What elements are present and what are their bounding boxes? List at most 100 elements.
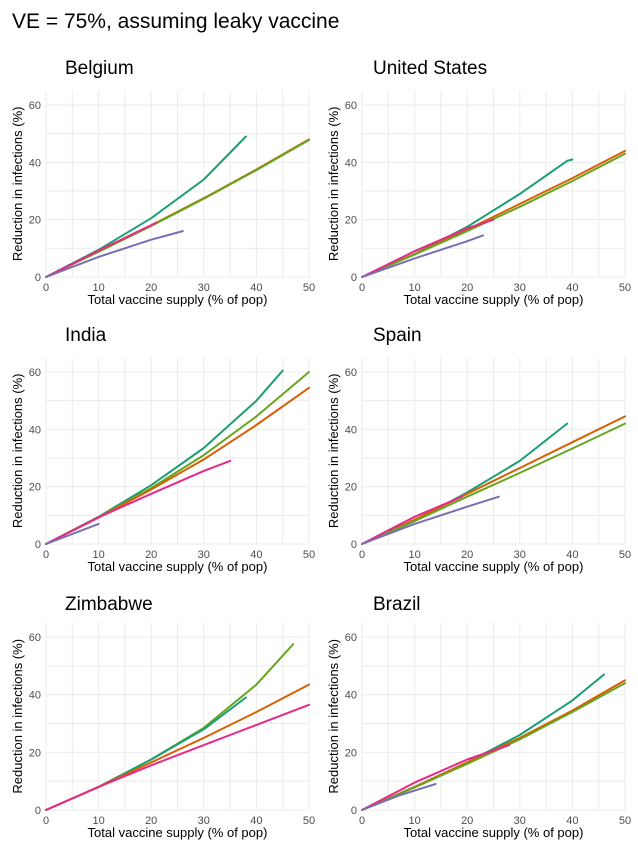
series-line-magenta xyxy=(361,495,463,545)
y-tick-label: 60 xyxy=(345,367,357,379)
panel-title: Belgium xyxy=(65,58,134,79)
y-tick-label: 20 xyxy=(345,747,357,759)
chart-panel: United States 0 10 20 30 40 50 0 20 40 60 Total vac… xyxy=(326,58,631,307)
y-axis-label: Reduction in infections (%) xyxy=(10,107,25,262)
y-tick-label: 40 xyxy=(29,690,41,702)
x-tick-label: 10 xyxy=(92,549,104,561)
series-line-green xyxy=(361,422,626,545)
x-tick-label: 40 xyxy=(566,815,578,827)
x-tick-label: 50 xyxy=(619,282,631,294)
chart-panel: Spain 0 10 20 30 40 50 0 20 40 60 Total vaccine sup… xyxy=(326,325,631,574)
x-axis-label: Total vaccine supply (% of pop) xyxy=(404,559,584,574)
x-tick-label: 40 xyxy=(250,282,262,294)
chart-panel: Belgium 0 10 20 30 40 50 0 20 40 60 Total vaccine s… xyxy=(10,58,315,307)
x-tick-label: 30 xyxy=(514,815,526,827)
chart-panel: India 0 10 20 30 40 50 0 20 40 60 Total vaccine sup… xyxy=(10,325,315,574)
x-tick-label: 50 xyxy=(303,282,315,294)
y-tick-label: 60 xyxy=(29,632,41,644)
y-tick-label: 0 xyxy=(351,272,357,284)
y-tick-label: 60 xyxy=(29,100,41,112)
x-tick-label: 40 xyxy=(250,549,262,561)
series-line-teal xyxy=(361,422,569,545)
x-tick-label: 10 xyxy=(92,282,104,294)
x-tick-label: 30 xyxy=(198,815,210,827)
y-axis-label: Reduction in infections (%) xyxy=(10,639,25,794)
y-tick-label: 0 xyxy=(351,539,357,551)
x-tick-label: 50 xyxy=(303,815,315,827)
x-tick-label: 30 xyxy=(514,282,526,294)
x-tick-label: 0 xyxy=(43,282,49,294)
x-tick-label: 10 xyxy=(408,282,420,294)
y-tick-label: 0 xyxy=(35,539,41,551)
x-tick-label: 20 xyxy=(145,549,157,561)
x-tick-label: 50 xyxy=(619,815,631,827)
x-tick-label: 50 xyxy=(619,549,631,561)
x-tick-label: 30 xyxy=(198,282,210,294)
panel-title: Brazil xyxy=(373,594,421,615)
y-tick-label: 60 xyxy=(29,367,41,379)
series-line-purple xyxy=(45,522,100,545)
chart-panel: Zimbabwe 0 10 20 30 40 50 0 20 40 60 Total vaccine … xyxy=(10,594,315,840)
y-tick-label: 0 xyxy=(35,805,41,817)
y-tick-label: 40 xyxy=(345,157,357,169)
x-tick-label: 20 xyxy=(461,815,473,827)
y-tick-label: 40 xyxy=(345,690,357,702)
series-line-purple xyxy=(361,234,484,278)
panel-title: Zimbabwe xyxy=(65,594,153,615)
x-axis-label: Total vaccine supply (% of pop) xyxy=(88,559,268,574)
y-tick-label: 40 xyxy=(29,157,41,169)
series-line-magenta xyxy=(45,221,158,278)
y-tick-label: 20 xyxy=(29,482,41,494)
x-tick-label: 40 xyxy=(566,549,578,561)
x-tick-label: 0 xyxy=(359,815,365,827)
x-tick-label: 40 xyxy=(566,282,578,294)
x-axis-label: Total vaccine supply (% of pop) xyxy=(404,825,584,840)
y-axis-label: Reduction in infections (%) xyxy=(10,374,25,529)
figure-title: VE = 75%, assuming leaky vaccine xyxy=(12,10,340,33)
x-tick-label: 10 xyxy=(92,815,104,827)
x-tick-label: 50 xyxy=(303,549,315,561)
series-line-purple xyxy=(361,783,437,811)
series-line-magenta xyxy=(45,459,232,545)
y-tick-label: 20 xyxy=(29,215,41,227)
x-tick-label: 0 xyxy=(359,549,365,561)
x-tick-label: 0 xyxy=(43,549,49,561)
x-tick-label: 0 xyxy=(43,815,49,827)
panel-title: India xyxy=(65,325,107,346)
panel-title: United States xyxy=(373,58,487,79)
y-axis-label: Reduction in infections (%) xyxy=(326,374,341,529)
series-line-teal xyxy=(45,696,247,811)
series-line-teal xyxy=(45,135,247,278)
x-tick-label: 20 xyxy=(461,549,473,561)
x-tick-label: 30 xyxy=(514,549,526,561)
y-tick-label: 60 xyxy=(345,632,357,644)
y-tick-label: 20 xyxy=(345,482,357,494)
y-tick-label: 40 xyxy=(345,424,357,436)
series-line-green xyxy=(361,682,626,811)
x-tick-label: 20 xyxy=(145,815,157,827)
x-tick-label: 20 xyxy=(461,282,473,294)
y-axis-label: Reduction in infections (%) xyxy=(326,639,341,794)
x-tick-label: 0 xyxy=(359,282,365,294)
x-axis-label: Total vaccine supply (% of pop) xyxy=(88,825,268,840)
y-tick-label: 60 xyxy=(345,100,357,112)
y-tick-label: 20 xyxy=(29,747,41,759)
x-tick-label: 10 xyxy=(408,815,420,827)
y-tick-label: 0 xyxy=(35,272,41,284)
series-line-teal xyxy=(45,369,284,545)
series-line-magenta xyxy=(45,703,310,811)
chart-panel: Brazil 0 10 20 30 40 50 0 20 40 60 Total vaccine su… xyxy=(326,594,631,840)
y-tick-label: 40 xyxy=(29,424,41,436)
x-axis-label: Total vaccine supply (% of pop) xyxy=(88,292,268,307)
x-tick-label: 20 xyxy=(145,282,157,294)
x-axis-label: Total vaccine supply (% of pop) xyxy=(404,292,584,307)
y-tick-label: 0 xyxy=(351,805,357,817)
series-line-purple xyxy=(361,495,500,545)
y-axis-label: Reduction in infections (%) xyxy=(326,107,341,262)
panel-title: Spain xyxy=(373,325,422,346)
series-line-purple xyxy=(45,230,184,278)
x-tick-label: 10 xyxy=(408,549,420,561)
series-line-orange xyxy=(361,415,626,545)
x-tick-label: 30 xyxy=(198,549,210,561)
